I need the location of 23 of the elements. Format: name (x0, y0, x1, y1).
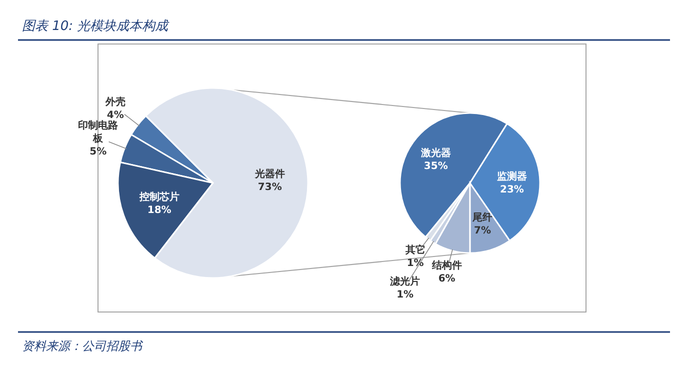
label: 4% (106, 110, 124, 121)
label: 结构件 (432, 260, 462, 272)
title: 图表 10: 光模块成本构成 (22, 19, 168, 34)
label: 监测器 (497, 172, 527, 183)
label: 激光器 (420, 148, 451, 159)
label: 控制芯片 (139, 192, 180, 203)
annotation: 资料来源：公司招股书 (22, 339, 142, 353)
label: 1% (406, 258, 424, 270)
label: 5% (90, 146, 107, 158)
label: 73% (258, 182, 282, 193)
label: 1% (396, 289, 414, 300)
label: 6% (438, 274, 456, 284)
label: 尾纤 (472, 212, 492, 224)
label: 7% (474, 226, 491, 237)
label: 外壳 (105, 96, 126, 108)
label: 板 (93, 134, 104, 145)
label: 其它 (405, 245, 426, 256)
label: 23% (500, 184, 524, 196)
label: 滤光片 (390, 276, 420, 288)
label: 光器件 (254, 168, 285, 180)
label: 印制电路 (78, 120, 118, 132)
label: 35% (424, 161, 448, 172)
label: 18% (147, 204, 172, 216)
